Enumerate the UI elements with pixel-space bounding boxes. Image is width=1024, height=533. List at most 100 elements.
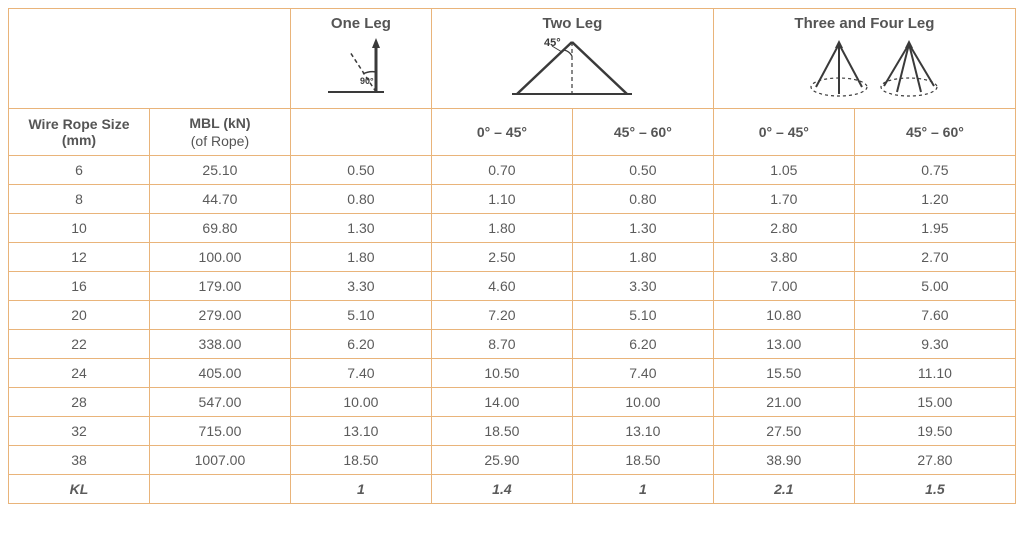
table-cell: 0.80 — [572, 185, 713, 214]
table-cell: 13.00 — [713, 330, 854, 359]
table-cell: 0.50 — [572, 156, 713, 185]
table-cell: 1007.00 — [149, 446, 290, 475]
table-cell: 0.50 — [290, 156, 431, 185]
table-cell: 10.80 — [713, 301, 854, 330]
table-cell: 24 — [9, 359, 150, 388]
table-cell: 7.40 — [572, 359, 713, 388]
table-cell: 547.00 — [149, 388, 290, 417]
table-cell: 1.95 — [854, 214, 1015, 243]
svg-text:45°: 45° — [544, 37, 561, 49]
header-row-titles: One Leg 90° Two Leg 4 — [9, 9, 1016, 109]
two-leg-header: Two Leg 45° — [431, 9, 713, 109]
table-cell: 18.50 — [572, 446, 713, 475]
table-cell: 1.20 — [854, 185, 1015, 214]
table-cell: 0.70 — [431, 156, 572, 185]
table-cell: 28 — [9, 388, 150, 417]
table-cell: 22 — [9, 330, 150, 359]
table-cell: 32 — [9, 417, 150, 446]
three-four-leg-header: Three and Four Leg — [713, 9, 1015, 109]
table-cell: 5.00 — [854, 272, 1015, 301]
table-cell: 1.05 — [713, 156, 854, 185]
two-leg-label: Two Leg — [436, 15, 709, 32]
table-row: 28547.0010.0014.0010.0021.0015.00 — [9, 388, 1016, 417]
kl-cell: 2.1 — [713, 475, 854, 504]
kl-cell: 1 — [572, 475, 713, 504]
table-cell: 1.80 — [290, 243, 431, 272]
table-cell: 9.30 — [854, 330, 1015, 359]
table-cell: 6.20 — [290, 330, 431, 359]
table-cell: 10 — [9, 214, 150, 243]
table-cell: 10.00 — [290, 388, 431, 417]
table-cell: 6.20 — [572, 330, 713, 359]
header-row-subs: Wire Rope Size (mm) MBL (kN) (of Rope) 0… — [9, 109, 1016, 156]
table-cell: 15.00 — [854, 388, 1015, 417]
table-cell: 25.10 — [149, 156, 290, 185]
table-cell: 2.80 — [713, 214, 854, 243]
table-row: 844.700.801.100.801.701.20 — [9, 185, 1016, 214]
table-cell: 1.70 — [713, 185, 854, 214]
kl-cell — [149, 475, 290, 504]
col-tf-0-45: 0° – 45° — [713, 109, 854, 156]
table-cell: 1.10 — [431, 185, 572, 214]
table-cell: 1.80 — [431, 214, 572, 243]
table-cell: 38.90 — [713, 446, 854, 475]
table-cell: 13.10 — [572, 417, 713, 446]
table-cell: 179.00 — [149, 272, 290, 301]
table-cell: 19.50 — [854, 417, 1015, 446]
kl-cell: 1.4 — [431, 475, 572, 504]
table-cell: 27.50 — [713, 417, 854, 446]
table-cell: 338.00 — [149, 330, 290, 359]
table-cell: 12 — [9, 243, 150, 272]
table-cell: 1.80 — [572, 243, 713, 272]
blank-header — [9, 9, 291, 109]
table-cell: 3.30 — [572, 272, 713, 301]
table-cell: 5.10 — [572, 301, 713, 330]
col-tf-45-60: 45° – 60° — [854, 109, 1015, 156]
table-cell: 25.90 — [431, 446, 572, 475]
one-leg-diagram-icon: 90° — [316, 32, 406, 102]
table-cell: 7.40 — [290, 359, 431, 388]
table-cell: 100.00 — [149, 243, 290, 272]
table-row: 625.100.500.700.501.050.75 — [9, 156, 1016, 185]
table-row: 24405.007.4010.507.4015.5011.10 — [9, 359, 1016, 388]
table-cell: 7.60 — [854, 301, 1015, 330]
table-cell: 2.50 — [431, 243, 572, 272]
table-cell: 5.10 — [290, 301, 431, 330]
sling-table: One Leg 90° Two Leg 4 — [8, 8, 1016, 504]
table-cell: 279.00 — [149, 301, 290, 330]
table-cell: 8 — [9, 185, 150, 214]
table-cell: 38 — [9, 446, 150, 475]
table-row: 16179.003.304.603.307.005.00 — [9, 272, 1016, 301]
table-row: 381007.0018.5025.9018.5038.9027.80 — [9, 446, 1016, 475]
three-four-leg-label: Three and Four Leg — [718, 15, 1011, 32]
kl-cell: KL — [9, 475, 150, 504]
table-cell: 44.70 — [149, 185, 290, 214]
table-cell: 7.00 — [713, 272, 854, 301]
table-cell: 69.80 — [149, 214, 290, 243]
table-row: 1069.801.301.801.302.801.95 — [9, 214, 1016, 243]
table-row: 12100.001.802.501.803.802.70 — [9, 243, 1016, 272]
table-cell: 18.50 — [290, 446, 431, 475]
table-cell: 10.50 — [431, 359, 572, 388]
kl-cell: 1.5 — [854, 475, 1015, 504]
table-cell: 13.10 — [290, 417, 431, 446]
table-cell: 1.30 — [572, 214, 713, 243]
table-cell: 715.00 — [149, 417, 290, 446]
table-cell: 11.10 — [854, 359, 1015, 388]
table-row: 32715.0013.1018.5013.1027.5019.50 — [9, 417, 1016, 446]
table-cell: 2.70 — [854, 243, 1015, 272]
table-cell: 27.80 — [854, 446, 1015, 475]
svg-text:90°: 90° — [360, 76, 374, 86]
one-leg-label: One Leg — [295, 15, 427, 32]
col-mbl: MBL (kN) (of Rope) — [149, 109, 290, 156]
table-cell: 21.00 — [713, 388, 854, 417]
table-cell: 0.80 — [290, 185, 431, 214]
table-cell: 14.00 — [431, 388, 572, 417]
one-leg-header: One Leg 90° — [290, 9, 431, 109]
two-leg-diagram-icon: 45° — [482, 32, 662, 102]
kl-cell: 1 — [290, 475, 431, 504]
col-two-0-45: 0° – 45° — [431, 109, 572, 156]
table-cell: 16 — [9, 272, 150, 301]
table-cell: 4.60 — [431, 272, 572, 301]
table-cell: 6 — [9, 156, 150, 185]
